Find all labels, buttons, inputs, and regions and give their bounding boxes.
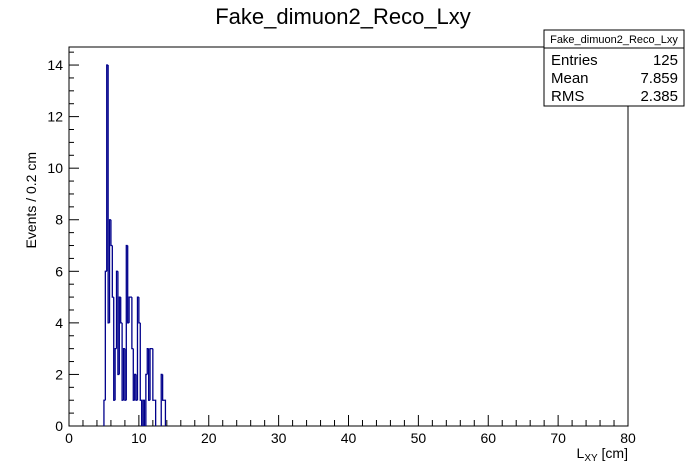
y-tick-label: 2 <box>55 366 63 382</box>
histogram-bin <box>111 245 114 298</box>
histogram-bin <box>136 296 139 401</box>
stats-box-title: Fake_dimuon2_Reco_Lxy <box>550 34 678 46</box>
histogram-bin <box>132 348 135 401</box>
x-tick-label: 0 <box>65 430 73 446</box>
y-tick-label: 4 <box>55 315 63 331</box>
y-tick-label: 6 <box>55 263 63 279</box>
histogram-bin <box>134 373 137 401</box>
x-axis-label-main: L <box>577 445 585 461</box>
histogram-bin <box>146 348 149 375</box>
histogram-bin <box>124 348 127 401</box>
x-tick-label: 20 <box>201 430 217 446</box>
x-tick-label: 70 <box>550 430 566 446</box>
histogram-bin <box>121 322 124 401</box>
histogram-bin <box>154 399 157 426</box>
y-tick-label: 12 <box>47 109 63 125</box>
x-tick-label: 40 <box>341 430 357 446</box>
stats-rms-label: RMS <box>551 88 584 105</box>
histogram-bin <box>104 270 107 401</box>
histogram-bin <box>120 297 123 324</box>
x-tick-label: 50 <box>411 430 427 446</box>
x-tick-label: 30 <box>271 430 287 446</box>
histogram-bin <box>107 65 110 324</box>
histogram-bin <box>142 399 146 426</box>
histogram-bin <box>110 219 113 247</box>
histogram-bin <box>152 348 155 401</box>
stats-mean-value: 7.859 <box>640 70 678 87</box>
x-tick-label: 60 <box>480 430 496 446</box>
histogram-bin <box>145 373 148 426</box>
histogram-bin <box>128 296 131 323</box>
stats-mean-label: Mean <box>551 70 589 87</box>
y-tick-label: 10 <box>47 160 63 176</box>
histogram-bin <box>106 64 109 272</box>
histogram-bin <box>135 374 138 401</box>
histogram-bin <box>122 348 125 401</box>
x-tick-label: 80 <box>620 430 636 446</box>
histogram-bin <box>115 270 118 349</box>
y-axis: 0 2 4 6 8 10 12 14 <box>47 51 79 434</box>
histogram-bin <box>118 296 121 375</box>
chart-title: Fake_dimuon2_Reco_Lxy <box>215 4 471 29</box>
x-axis-label-unit: [cm] <box>598 445 628 461</box>
y-tick-label: 14 <box>47 57 63 73</box>
stats-entries-value: 125 <box>653 52 678 69</box>
histogram-bin <box>160 373 163 426</box>
histogram-bin <box>139 322 143 426</box>
x-tick-label: 10 <box>131 430 147 446</box>
stats-entries-label: Entries <box>551 52 598 69</box>
histogram-bin <box>131 297 134 350</box>
x-axis: 0 10 20 30 40 50 60 70 80 <box>65 415 636 446</box>
stats-box: Fake_dimuon2_Reco_Lxy Entries 125 Mean 7… <box>543 29 685 107</box>
histogram-bin <box>148 348 151 401</box>
y-axis-label: Events / 0.2 cm <box>23 152 39 248</box>
y-tick-label: 8 <box>55 212 63 228</box>
histogram-bin <box>127 245 130 324</box>
x-axis-label: LXY [cm] <box>577 445 628 464</box>
histogram-bin <box>138 297 141 324</box>
x-axis-label-subscript: XY <box>584 453 598 464</box>
histogram-bin <box>113 297 116 401</box>
histogram-bin <box>149 348 152 401</box>
y-tick-label: 0 <box>55 418 63 434</box>
histogram-bin <box>114 348 117 401</box>
histogram-bin <box>164 399 167 426</box>
histogram-series <box>103 64 167 426</box>
stats-rms-value: 2.385 <box>640 88 678 105</box>
stats-box-frame <box>543 29 685 107</box>
histogram-bin <box>103 399 106 426</box>
histogram-bin <box>161 374 165 401</box>
